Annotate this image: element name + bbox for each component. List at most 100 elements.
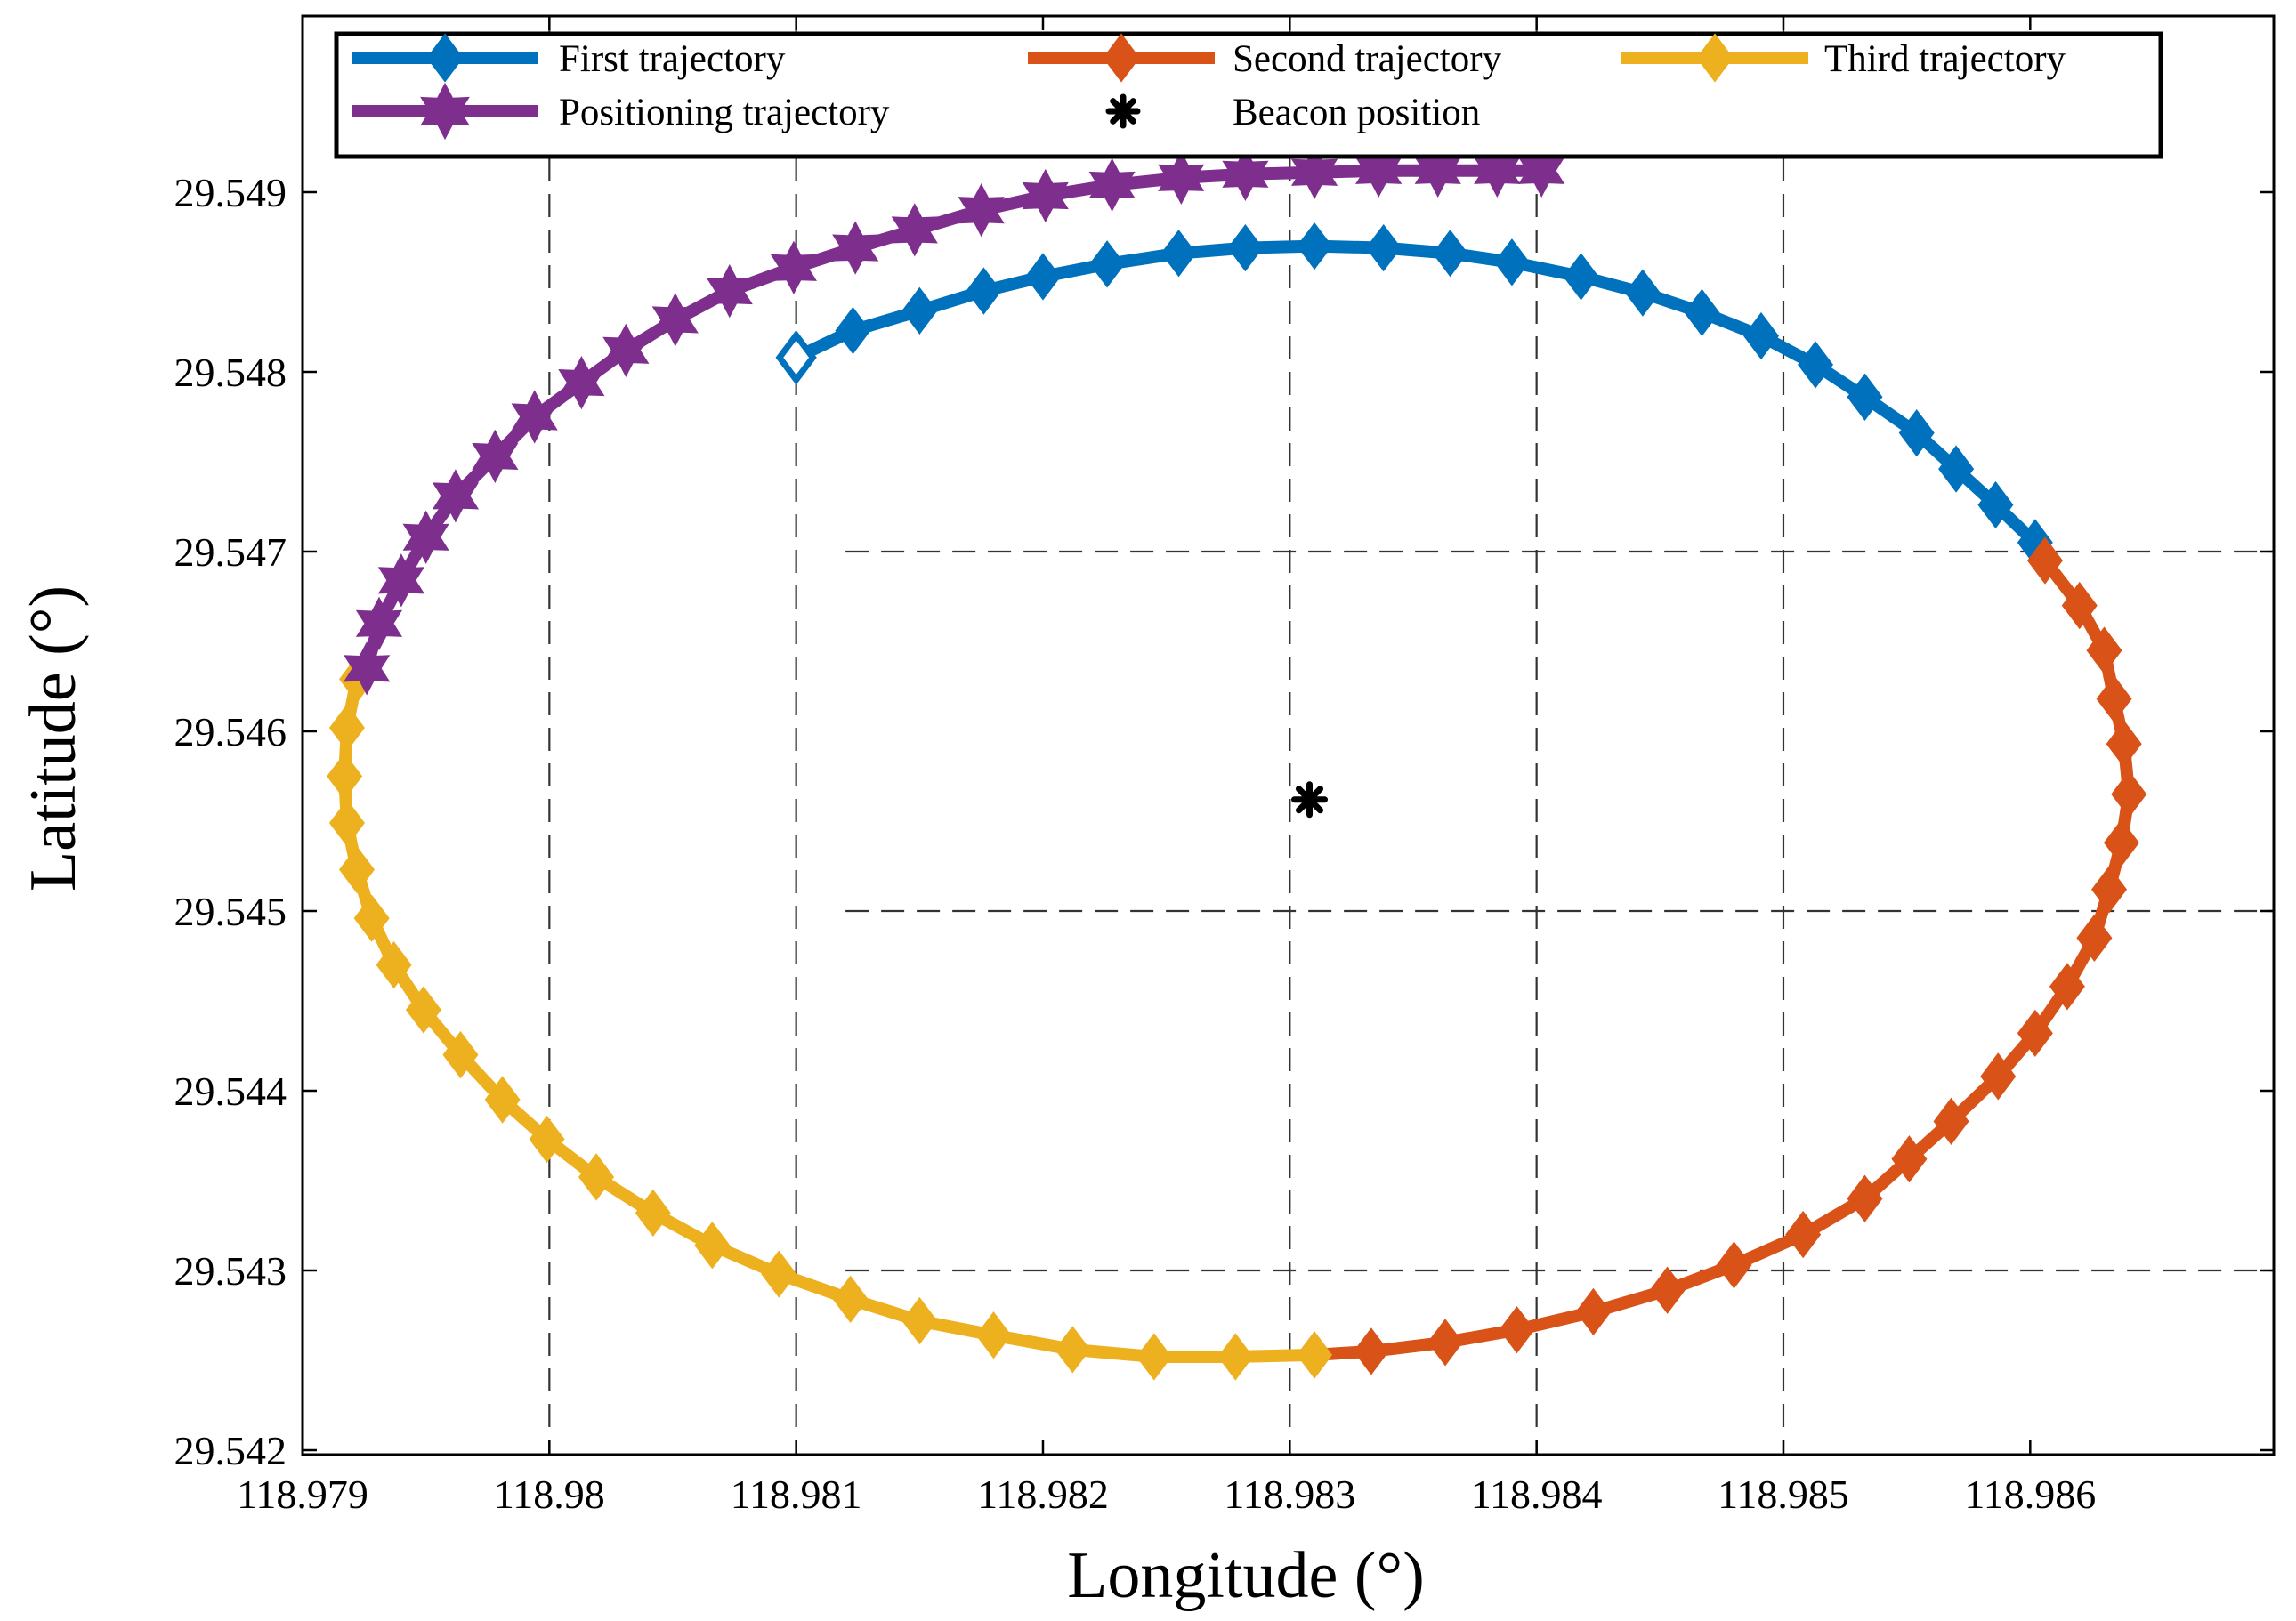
y-tick-label: 29.544 <box>174 1069 287 1114</box>
series-second-trajectory <box>1297 536 2147 1379</box>
x-tick-label: 118.984 <box>1471 1472 1603 1517</box>
legend-entry-beacon-position: Beacon position <box>1105 92 1480 133</box>
data-point-star <box>1290 145 1338 199</box>
data-point-diamond <box>1365 223 1402 272</box>
series-beacon-position <box>1291 781 1329 819</box>
legend-label: Third trajectory <box>1824 38 2066 80</box>
asterisk-stroke <box>1295 786 1324 814</box>
data-point-diamond <box>1227 223 1264 272</box>
data-point-diamond <box>694 1222 731 1270</box>
data-point-star <box>1222 147 1269 201</box>
data-point-diamond <box>1624 269 1661 317</box>
data-point-diamond <box>1136 1333 1172 1381</box>
legend-entry-second-trajectory: Second trajectory <box>1028 33 1502 83</box>
data-point-star <box>472 429 519 484</box>
data-point-diamond <box>1684 288 1720 337</box>
data-point-star <box>651 293 699 347</box>
y-tick-label: 29.545 <box>174 889 287 934</box>
data-point-diamond <box>1024 253 1061 301</box>
data-point-star <box>432 469 480 523</box>
legend: First trajectory Second trajectory Third t… <box>334 31 2163 159</box>
data-point-diamond <box>901 1296 938 1345</box>
axes-box <box>301 14 2276 1456</box>
y-tick-label: 29.542 <box>174 1428 287 1473</box>
x-tick-label: 118.979 <box>237 1472 368 1517</box>
x-tick-label: 118.98 <box>494 1472 605 1517</box>
data-point-diamond <box>1977 480 2014 529</box>
data-point-star <box>511 390 558 444</box>
data-point-star <box>1022 168 1069 223</box>
data-point-diamond <box>1297 222 1333 270</box>
data-point-diamond <box>2096 674 2132 723</box>
y-tick-label: 29.546 <box>174 709 287 754</box>
series-line <box>789 239 2041 549</box>
legend-label: First trajectory <box>559 38 786 80</box>
data-point-diamond <box>775 330 817 385</box>
series-line <box>338 673 1322 1363</box>
legend-beacon-marker <box>1105 93 1141 129</box>
legend-label: Beacon position <box>1233 92 1480 133</box>
data-point-diamond <box>835 306 871 355</box>
data-point-diamond <box>484 1076 521 1124</box>
x-tick-label: 118.983 <box>1224 1472 1355 1517</box>
data-point-star <box>1088 157 1136 213</box>
data-point-diamond <box>2049 963 2085 1011</box>
legend-entry-positioning-trajectory: Positioning trajectory <box>352 82 890 141</box>
legend-entry-third-trajectory: Third trajectory <box>1621 33 2066 83</box>
data-point-diamond <box>1743 311 1780 360</box>
data-point-star <box>1158 150 1205 205</box>
data-point-diamond <box>1938 445 1975 493</box>
data-point-star <box>355 596 403 650</box>
data-point-diamond <box>2091 866 2128 914</box>
data-point-diamond <box>578 1153 615 1201</box>
data-point-star <box>602 323 650 377</box>
data-point-diamond <box>2106 720 2142 768</box>
data-point-diamond <box>1499 1305 1535 1354</box>
data-point-diamond <box>1055 1326 1091 1374</box>
data-point-diamond <box>1353 1327 1389 1375</box>
data-point-star <box>706 263 753 319</box>
data-point-diamond <box>2061 581 2098 630</box>
data-point-diamond <box>2103 819 2139 867</box>
x-axis-title: Longitude (°) <box>1067 1539 1425 1612</box>
y-tick-label: 29.547 <box>174 529 287 575</box>
data-point-diamond <box>1847 1174 1883 1222</box>
axis-ticks: 118.979 118.98 118.981 118.982 118.983 118.98… <box>174 16 2274 1517</box>
y-tick-label: 29.549 <box>174 170 287 215</box>
data-point-diamond <box>761 1250 797 1298</box>
data-point-diamond <box>2076 914 2113 962</box>
data-point-diamond <box>1785 1210 1822 1259</box>
legend-label: Positioning trajectory <box>559 92 890 133</box>
data-point-diamond <box>2017 1009 2053 1058</box>
data-point-diamond <box>1217 1333 1254 1381</box>
data-point-diamond <box>966 267 1002 315</box>
data-point-diamond <box>328 704 365 752</box>
asterisk-stroke <box>1110 98 1136 125</box>
x-tick-label: 118.986 <box>1964 1472 2096 1517</box>
data-point-diamond <box>1160 230 1197 278</box>
data-point-diamond <box>832 1275 869 1323</box>
data-point-diamond <box>442 1030 479 1079</box>
series-third-trajectory <box>327 655 1333 1381</box>
legend-label: Second trajectory <box>1233 38 1502 80</box>
data-point-diamond <box>1427 1319 1464 1367</box>
data-point-diamond <box>1103 33 1140 83</box>
data-point-diamond <box>327 752 363 801</box>
data-point-diamond <box>1898 409 1935 457</box>
data-point-diamond <box>901 286 938 335</box>
data-point-star <box>891 203 938 257</box>
beacon-marker <box>1291 781 1329 819</box>
data-point-diamond <box>1563 253 1599 301</box>
data-point-diamond <box>1575 1287 1612 1336</box>
data-point-star <box>377 553 425 608</box>
data-point-diamond <box>1891 1135 1928 1183</box>
data-point-star <box>402 510 449 564</box>
data-point-diamond <box>1089 240 1126 288</box>
data-point-diamond <box>376 940 412 989</box>
x-tick-label: 118.981 <box>731 1472 862 1517</box>
data-point-diamond <box>1297 1331 1333 1379</box>
data-point-diamond <box>1493 238 1530 286</box>
x-tick-label: 118.985 <box>1718 1472 1849 1517</box>
data-point-diamond <box>529 1115 565 1164</box>
